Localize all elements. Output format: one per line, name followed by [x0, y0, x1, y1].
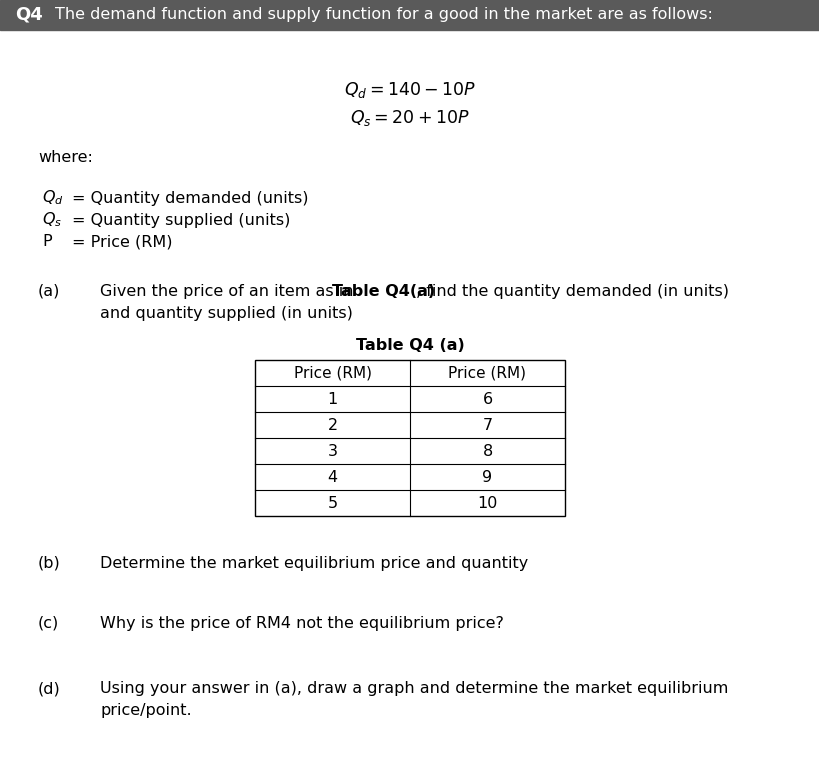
Text: (d): (d) [38, 681, 61, 696]
Text: 2: 2 [327, 418, 337, 432]
Text: Using your answer in (a), draw a graph and determine the market equilibrium: Using your answer in (a), draw a graph a… [100, 681, 727, 696]
Text: 5: 5 [327, 496, 337, 511]
Text: 3: 3 [327, 443, 337, 458]
Text: Why is the price of RM4 not the equilibrium price?: Why is the price of RM4 not the equilibr… [100, 616, 503, 631]
Text: 6: 6 [482, 392, 492, 407]
Text: price/point.: price/point. [100, 703, 192, 718]
Text: 1: 1 [327, 392, 337, 407]
Text: The demand function and supply function for a good in the market are as follows:: The demand function and supply function … [55, 8, 712, 23]
Text: Determine the market equilibrium price and quantity: Determine the market equilibrium price a… [100, 556, 527, 571]
Text: = Price (RM): = Price (RM) [72, 235, 172, 249]
Text: $Q_s$: $Q_s$ [42, 210, 62, 229]
Text: where:: where: [38, 150, 93, 166]
Text: 10: 10 [477, 496, 497, 511]
Text: P: P [42, 235, 52, 249]
Text: $Q_s = 20 + 10P$: $Q_s = 20 + 10P$ [350, 108, 469, 128]
Text: Table Q4 (a): Table Q4 (a) [355, 338, 464, 353]
Text: (c): (c) [38, 616, 59, 631]
Text: $Q_d = 140 - 10P$: $Q_d = 140 - 10P$ [343, 80, 476, 100]
Text: 9: 9 [482, 469, 492, 485]
Text: Price (RM): Price (RM) [448, 365, 526, 381]
Text: Q4: Q4 [15, 6, 43, 24]
Text: = Quantity demanded (units): = Quantity demanded (units) [72, 191, 308, 206]
Text: Table Q4(a): Table Q4(a) [332, 284, 435, 299]
Text: (b): (b) [38, 556, 61, 571]
Text: $Q_d$: $Q_d$ [42, 188, 64, 207]
Bar [0, 0, 819, 30]
Text: = Quantity supplied (units): = Quantity supplied (units) [72, 213, 290, 228]
Text: and quantity supplied (in units): and quantity supplied (in units) [100, 306, 352, 321]
Text: Given the price of an item as in: Given the price of an item as in [100, 284, 358, 299]
Bar [255, 360, 564, 516]
Text: 8: 8 [482, 443, 492, 458]
Text: Price (RM): Price (RM) [293, 365, 371, 381]
Text: (a): (a) [38, 284, 61, 299]
Text: 7: 7 [482, 418, 492, 432]
Text: , find the quantity demanded (in units): , find the quantity demanded (in units) [415, 284, 728, 299]
Text: 4: 4 [327, 469, 337, 485]
